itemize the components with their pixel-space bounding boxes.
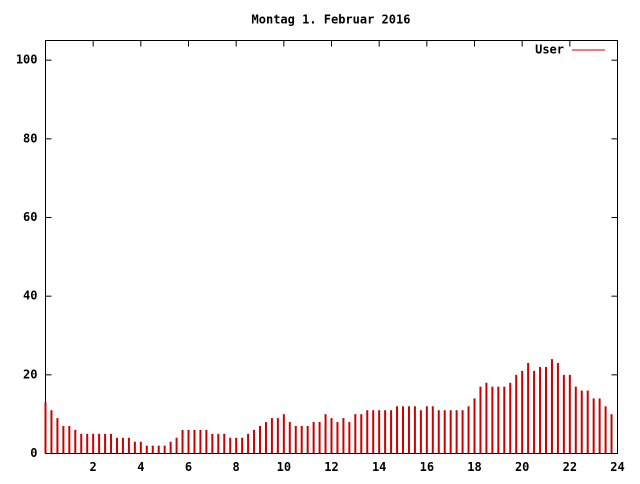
y-tick-label: 100 [16, 53, 38, 67]
x-tick-label: 20 [515, 460, 529, 474]
x-tick-label: 22 [563, 460, 577, 474]
y-tick-label: 20 [23, 367, 37, 381]
x-tick-label: 2 [90, 460, 97, 474]
y-tick-label: 80 [23, 131, 37, 145]
x-tick-label: 10 [277, 460, 291, 474]
x-tick-label: 24 [610, 460, 624, 474]
y-tick-label: 0 [30, 446, 37, 460]
x-tick-label: 8 [233, 460, 240, 474]
x-tick-label: 4 [137, 460, 144, 474]
y-tick-label: 40 [23, 289, 37, 303]
x-tick-label: 16 [420, 460, 434, 474]
legend-label: User [535, 43, 564, 57]
x-tick-label: 12 [324, 460, 338, 474]
y-tick-label: 60 [23, 210, 37, 224]
chart-title: Montag 1. Februar 2016 [252, 13, 411, 27]
x-tick-label: 6 [185, 460, 192, 474]
x-tick-label: 14 [372, 460, 386, 474]
x-tick-label: 18 [467, 460, 481, 474]
